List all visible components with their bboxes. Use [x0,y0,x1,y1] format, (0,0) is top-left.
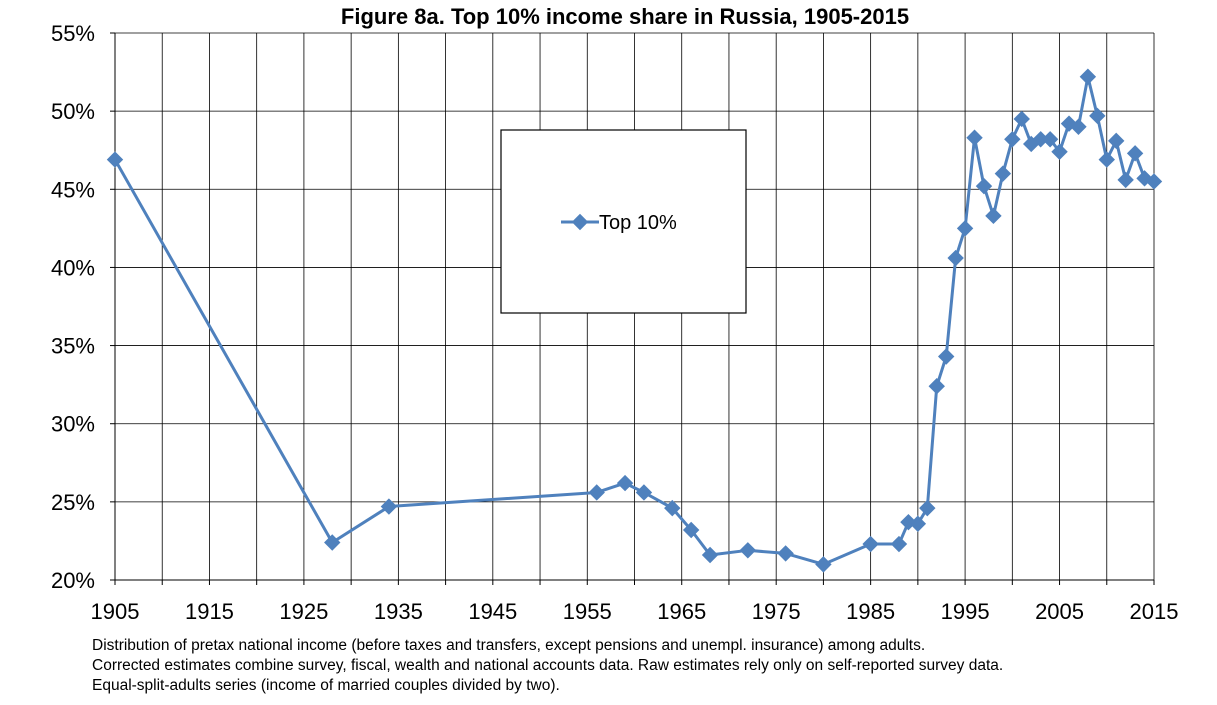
data-point [664,499,681,517]
data-point [1060,115,1078,132]
x-tick-label: 1945 [468,599,517,624]
data-point [1098,151,1115,168]
x-tick-label: 2015 [1130,599,1179,624]
data-point [1051,143,1068,160]
y-tick-label: 35% [51,334,95,359]
x-tick-label: 1965 [657,599,706,624]
legend-label: Top 10% [599,212,677,234]
data-point [380,498,398,515]
data-point [956,220,974,237]
x-tick-label: 2005 [1035,599,1084,624]
data-point [994,165,1012,182]
data-point [1145,173,1163,190]
data-point [815,556,832,573]
data-point [739,542,757,559]
data-point [1126,145,1144,162]
footnotes: Distribution of pretax national income (… [92,636,1003,696]
data-point [616,474,634,492]
legend-marker [571,213,589,231]
chart-title: Figure 8a. Top 10% income share in Russi… [340,4,910,29]
data-point [1079,68,1097,85]
x-tick-label: 1985 [846,599,895,624]
footnote-1: Distribution of pretax national income (… [92,637,926,654]
data-point [1070,118,1087,135]
footnote-3: Equal-split-adults series (income of mar… [92,677,560,694]
y-tick-label: 50% [51,99,95,124]
data-point [106,151,124,168]
data-point [909,515,927,532]
y-tick-label: 20% [51,568,95,593]
data-point [324,534,341,551]
data-point [947,249,964,267]
data-point [588,484,605,501]
x-tick-label: 1975 [752,599,801,624]
data-point [966,129,983,146]
data-point [682,521,700,539]
data-point [937,348,955,365]
x-tick-label: 1935 [374,599,423,624]
y-tick-label: 55% [51,21,95,46]
data-point [635,484,653,501]
y-tick-label: 45% [51,177,95,202]
y-tick-label: 40% [51,255,95,280]
data-point [919,499,936,517]
data-point [701,546,719,564]
data-point [890,535,908,553]
legend-box [500,129,747,314]
x-tick-label: 1905 [91,599,140,624]
chart-plot: 20% 25% 30% 35% 40% 45% 50% 55% 1905 1915 1925 1935… [51,21,1179,624]
data-point [862,535,879,553]
y-tick-label: 30% [51,412,95,437]
data-point [1004,131,1021,148]
x-tick-label: 1925 [279,599,328,624]
data-point [985,207,1002,225]
x-tick-label: 1955 [563,599,612,624]
data-point [1089,107,1106,125]
data-point [928,377,945,395]
data-point [1117,171,1134,189]
data-point [1013,110,1030,128]
x-tick-label: 1995 [941,599,990,624]
data-point [777,545,794,562]
y-tick-label: 25% [51,490,95,515]
footnote-2: Corrected estimates combine survey, fisc… [92,657,1004,674]
x-tick-label: 1915 [185,599,234,624]
data-point [1041,131,1059,148]
data-point [1108,132,1125,150]
data-point [975,177,993,195]
